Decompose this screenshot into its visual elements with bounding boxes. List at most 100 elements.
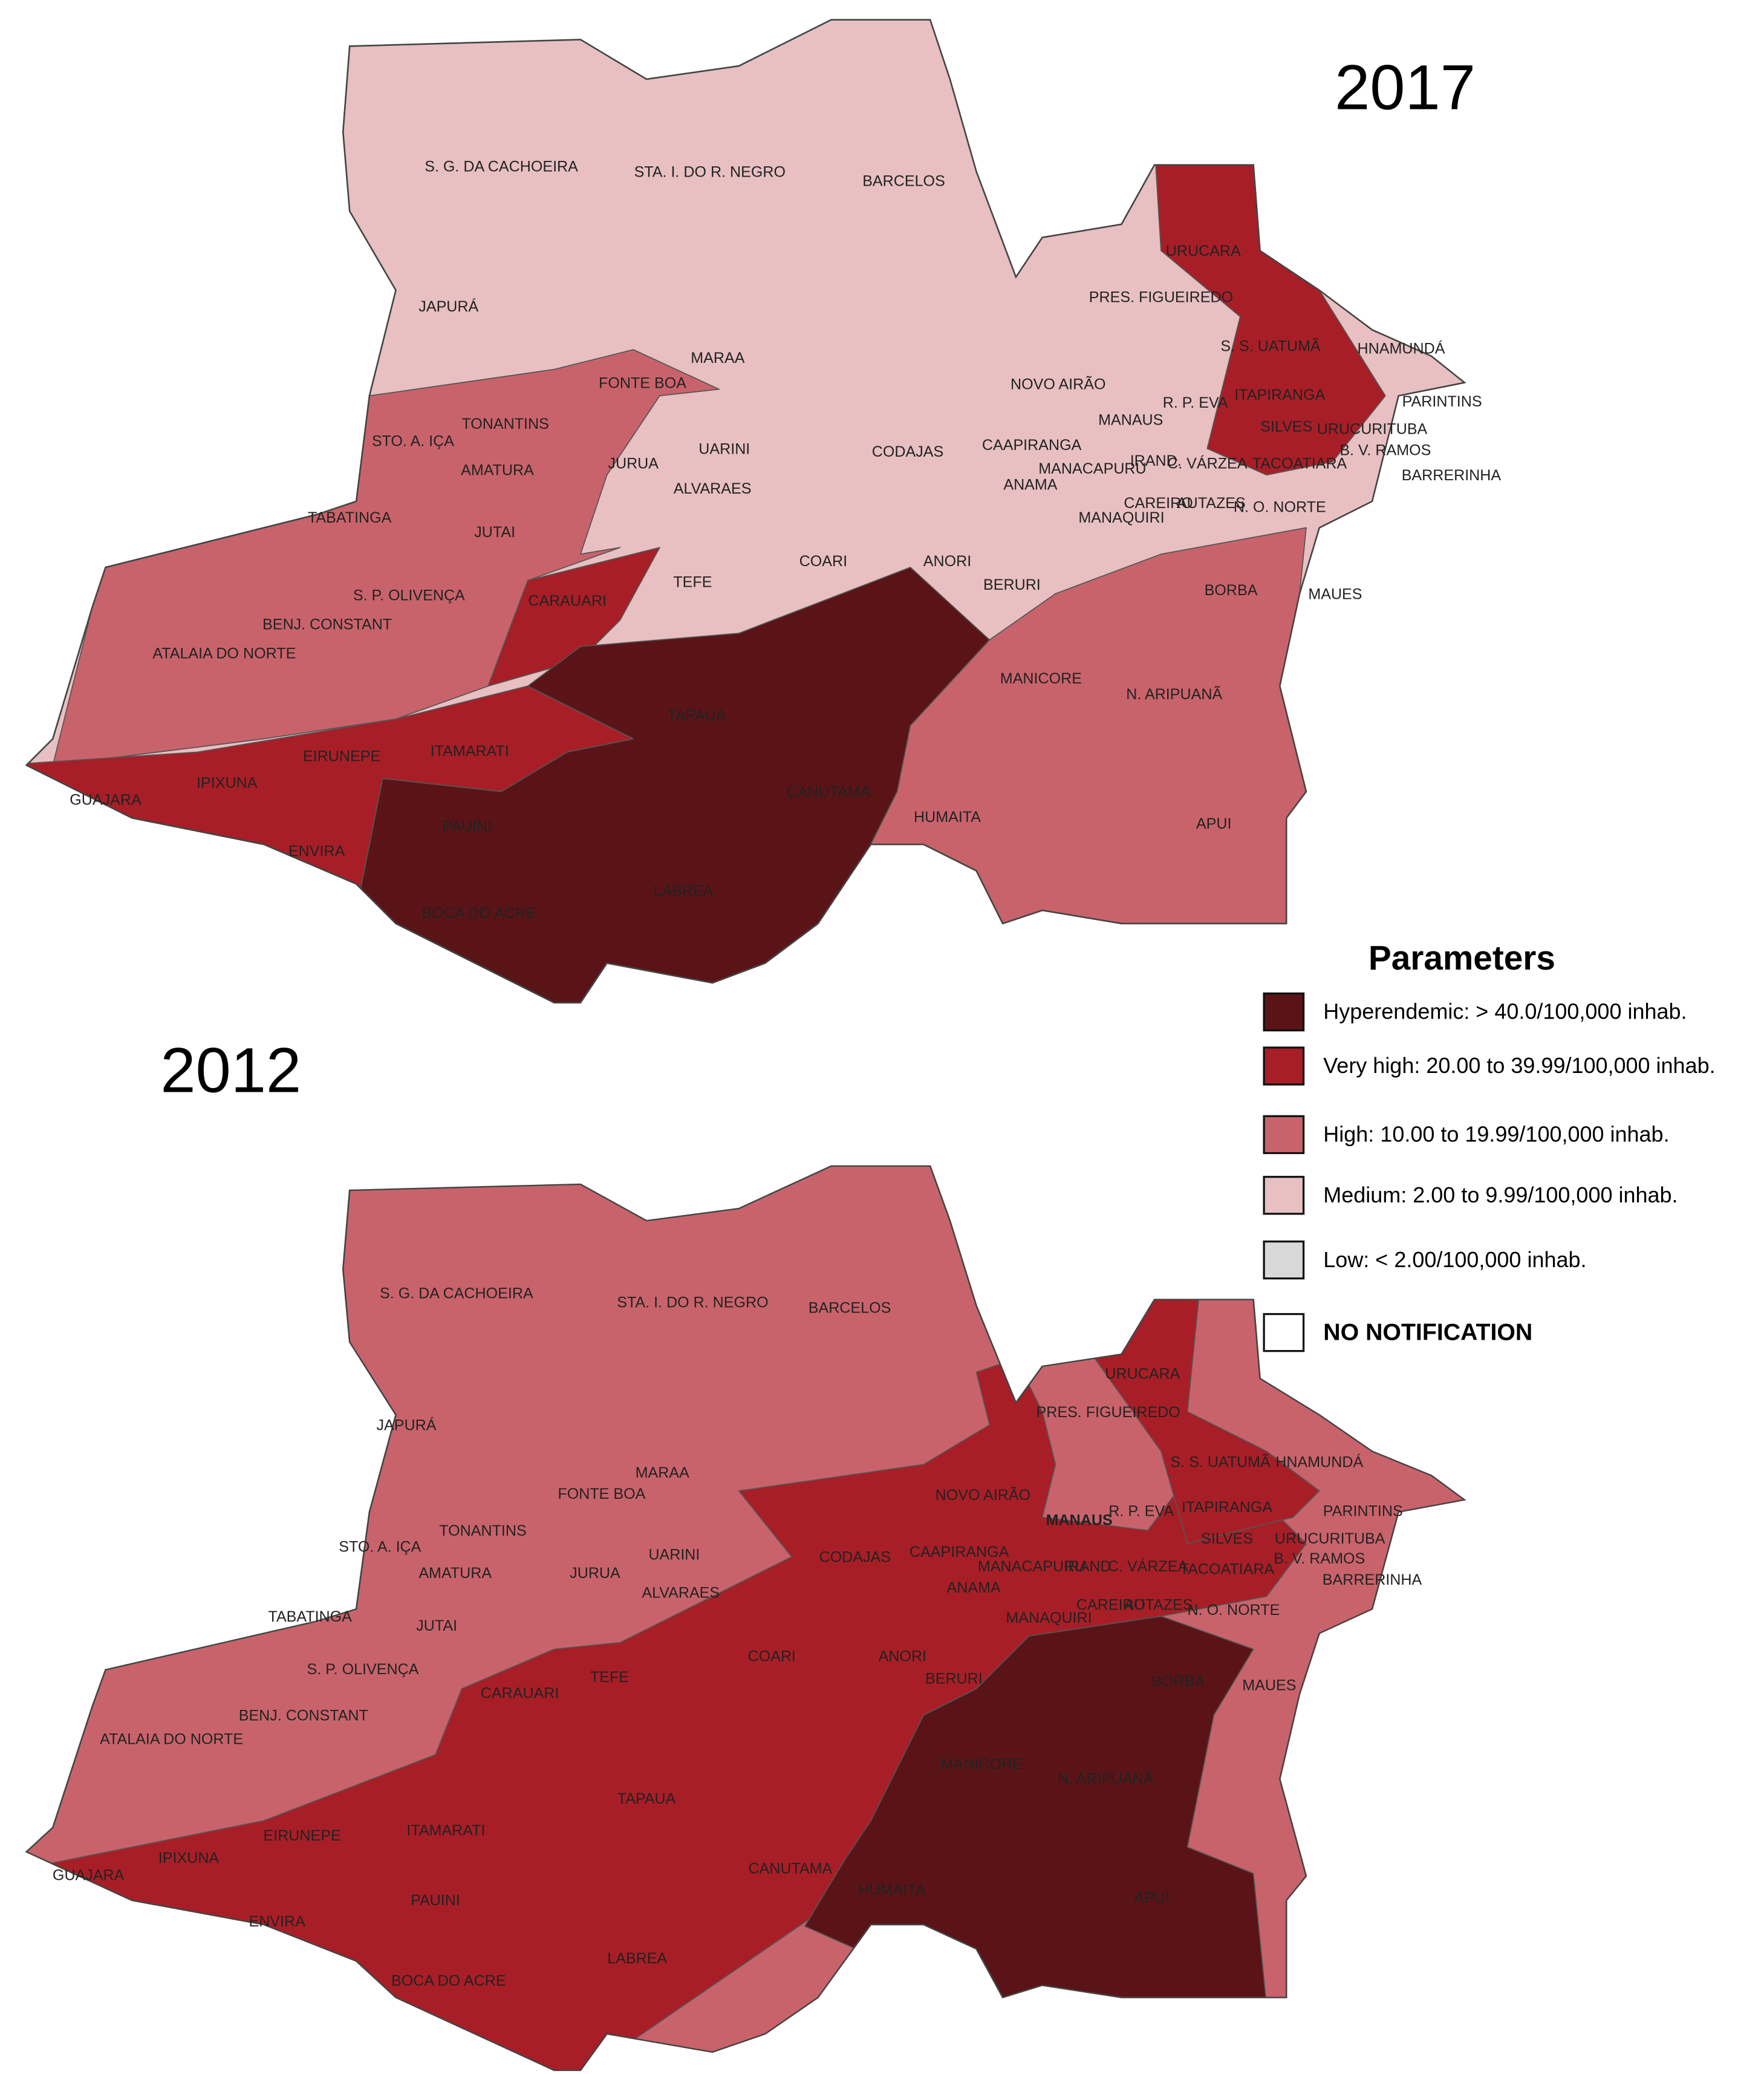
municipality-label: JURUA: [608, 455, 659, 472]
municipality-label: EIRUNEPE: [303, 748, 380, 765]
map-2012: [25, 1165, 1466, 2072]
municipality-label: HNAMUNDÁ: [1275, 1453, 1363, 1471]
municipality-label: ITAPIRANGA: [1182, 1499, 1272, 1516]
municipality-label: FONTE BOA: [599, 374, 686, 391]
legend-label: Very high: 20.00 to 39.99/100,000 inhab.: [1323, 1053, 1715, 1078]
municipality-label: JUTAI: [416, 1617, 457, 1634]
municipality-label: LABREA: [654, 882, 714, 899]
legend-swatch: [1263, 1240, 1305, 1280]
municipality-label: ITAMARATI: [406, 1822, 485, 1839]
municipality-label: HUMAITA: [914, 809, 981, 826]
municipality-label: N. O. NORTE: [1188, 1602, 1280, 1619]
municipality-label: ANAMA: [1003, 476, 1057, 493]
municipality-label: MAUES: [1308, 585, 1362, 602]
municipality-label: LABREA: [607, 1950, 667, 1967]
municipality-label: C. VÁRZEA: [1167, 454, 1248, 472]
municipality-label: AUTAZES: [1177, 495, 1246, 512]
municipality-label: IRAND.: [1130, 452, 1182, 469]
municipality-label: UARINI: [648, 1546, 700, 1563]
municipality-label: NOVO AIRÃO: [1011, 376, 1106, 393]
municipality-label: CODAJAS: [819, 1549, 891, 1566]
municipality-label: MARAA: [691, 350, 744, 367]
municipality-label: BOCA DO ACRE: [421, 905, 536, 922]
municipality-label: TONANTINS: [439, 1522, 526, 1539]
municipality-label: R. P. EVA: [1163, 394, 1228, 411]
municipality-label: MAUES: [1242, 1677, 1296, 1694]
municipality-label: MANAQUIRI: [1078, 509, 1164, 526]
municipality-label: JAPURÁ: [376, 1417, 436, 1434]
municipality-label: BERURI: [925, 1670, 983, 1687]
municipality-label: ATALAIA DO NORTE: [152, 645, 296, 662]
municipality-label: CAREIRO: [1076, 1596, 1145, 1613]
legend: Hyperendemic: > 40.0/100,000 inhab. Very …: [1263, 992, 1716, 1352]
municipality-label: C. VÁRZEA: [1108, 1557, 1188, 1575]
municipality-label: MARAA: [636, 1464, 689, 1481]
municipality-label: TONANTINS: [461, 416, 548, 432]
municipality-label: STA. I. DO R. NEGRO: [617, 1294, 768, 1311]
municipality-label: TAPAUA: [668, 707, 726, 724]
municipality-label: ANAMA: [947, 1579, 1001, 1596]
municipality-label: N. ARIPUANÃ: [1058, 1770, 1154, 1787]
map-title: 2012: [160, 1035, 301, 1106]
municipality-label: BORBA: [1205, 582, 1258, 599]
municipality-label: JUTAI: [474, 524, 515, 541]
municipality-label: IRAND.: [1064, 1558, 1116, 1575]
legend-label: High: 10.00 to 19.99/100,000 inhab.: [1323, 1122, 1669, 1147]
municipality-label: HNAMUNDÁ: [1358, 340, 1445, 357]
municipality-label: PARINTINS: [1323, 1502, 1403, 1519]
municipality-label: ANORI: [923, 553, 971, 570]
municipality-label: SILVES: [1260, 418, 1312, 435]
municipality-label: N. O. NORTE: [1234, 498, 1326, 515]
municipality-label: BARCELOS: [809, 1299, 891, 1316]
municipality-label: STO. A. IÇA: [372, 432, 454, 449]
municipality-label: ANORI: [879, 1648, 926, 1665]
municipality-label: CANUTAMA: [787, 784, 871, 801]
municipality-label: JAPURÁ: [418, 298, 478, 315]
labels: S. G. DA CACHOEIRA STA. I. DO R. NEGRO BAR…: [53, 158, 1501, 1989]
municipality-label: R. P. EVA: [1108, 1502, 1174, 1519]
municipality-label: ITAMARATI: [431, 743, 509, 760]
municipality-label: S. P. OLIVENÇA: [353, 587, 465, 604]
municipality-label: PAUINI: [411, 1892, 460, 1909]
municipality-label: APUI: [1196, 815, 1232, 832]
municipality-label: N. ARIPUANÃ: [1126, 685, 1222, 703]
municipality-label: TABATINGA: [268, 1608, 352, 1625]
municipality-label: TAPAUA: [617, 1790, 676, 1807]
municipality-label: B. V. RAMOS: [1339, 442, 1431, 459]
municipality-label: IPIXUNA: [158, 1850, 220, 1867]
region: [1094, 1279, 1320, 1544]
municipality-label: CAAPIRANGA: [910, 1544, 1009, 1560]
municipality-label: NOVO AIRÃO: [936, 1486, 1031, 1504]
municipality-label: BERURI: [983, 576, 1041, 593]
map-2017: [25, 19, 1466, 1004]
municipality-label: CARAUARI: [481, 1684, 559, 1701]
municipality-label: BENJ. CONSTANT: [262, 616, 392, 633]
municipality-label: URUCURITUBA: [1317, 421, 1428, 438]
municipality-label: APUI: [1134, 1890, 1170, 1906]
municipality-label: SILVES: [1201, 1530, 1253, 1547]
municipality-label: PRES. FIGUEIREDO: [1037, 1404, 1180, 1421]
legend-label: Low: < 2.00/100,000 inhab.: [1323, 1247, 1586, 1272]
municipality-label: STO. A. IÇA: [339, 1538, 421, 1555]
municipality-label: BOCA DO ACRE: [391, 1972, 506, 1989]
municipality-label: PAUINI: [442, 818, 492, 835]
municipality-label: MANAUS: [1098, 411, 1163, 428]
municipality-label: S. G. DA CACHOEIRA: [380, 1285, 533, 1302]
municipality-label: ENVIRA: [288, 843, 345, 860]
municipality-label: ALVARAES: [642, 1585, 720, 1602]
legend-title: Parameters: [1369, 939, 1555, 977]
municipality-label: ATALAIA DO NORTE: [100, 1731, 243, 1748]
municipality-label: GUAJARA: [70, 792, 142, 809]
municipality-label: HUMAITA: [858, 1881, 925, 1898]
municipality-label: URUCURITUBA: [1275, 1530, 1385, 1547]
municipality-label: TEFE: [590, 1669, 629, 1686]
municipality-label: CODAJAS: [872, 443, 943, 460]
municipality-label: BORBA: [1151, 1673, 1205, 1690]
legend-swatch: [1263, 1046, 1305, 1086]
municipality-label: BARRERINHA: [1323, 1571, 1422, 1588]
municipality-label: CANUTAMA: [748, 1860, 832, 1877]
municipality-label: BENJ. CONSTANT: [239, 1707, 368, 1724]
municipality-label: B. V. RAMOS: [1274, 1550, 1365, 1567]
